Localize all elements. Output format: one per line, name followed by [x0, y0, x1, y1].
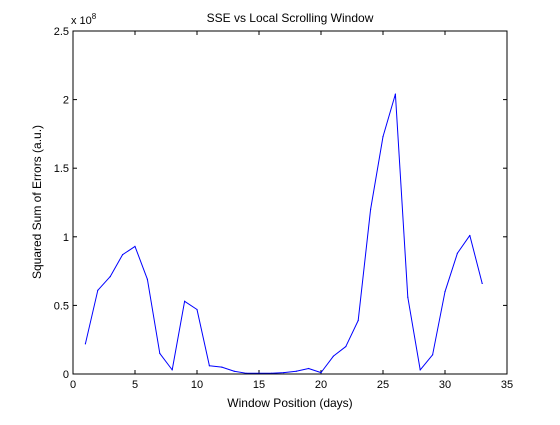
x-tick-label: 35	[501, 379, 513, 391]
x-tick-label: 20	[315, 379, 327, 391]
data-point	[419, 369, 421, 371]
y-tick-label: 2.5	[54, 26, 69, 38]
data-point	[407, 296, 409, 298]
plot-area	[73, 31, 507, 374]
x-tick-label: 15	[253, 379, 265, 391]
tick-labels: 0 5 10 15 20 25 30 35 0 0.5 1 1.5 2 2.5	[54, 26, 513, 391]
x-tick-label: 30	[439, 379, 451, 391]
y-axis-label: Squared Sum of Errors (a.u.)	[30, 125, 44, 279]
y-tick-label: 0	[63, 369, 69, 381]
data-point	[432, 354, 434, 356]
data-point	[196, 308, 198, 311]
data-point	[444, 291, 446, 293]
plot-frame	[72, 30, 508, 375]
data-point	[233, 370, 235, 372]
data-point	[84, 343, 86, 345]
data-point	[283, 372, 285, 374]
chart-title: SSE vs Local Scrolling Window	[207, 11, 374, 25]
data-point	[382, 136, 384, 138]
y-tick-label: 0.5	[54, 300, 69, 312]
x-tick-label: 0	[70, 379, 76, 391]
data-point	[394, 93, 396, 95]
data-point	[134, 245, 136, 248]
data-point	[159, 352, 161, 355]
data-point	[221, 366, 223, 368]
data-point	[97, 289, 99, 291]
x-tick-label: 10	[191, 379, 203, 391]
data-point	[320, 372, 322, 374]
y-exponent-power: 8	[92, 12, 97, 21]
data-point	[456, 252, 458, 254]
y-tick-label: 1	[63, 232, 69, 244]
y-exponent-base: x 10	[71, 15, 92, 27]
x-tick-label: 5	[132, 379, 138, 391]
data-point	[184, 300, 186, 302]
y-exponent-label: x 108	[71, 12, 97, 27]
data-point	[208, 365, 210, 367]
data-point	[308, 367, 310, 370]
x-axis-label: Window Position (days)	[227, 396, 352, 410]
y-tick-label: 1.5	[54, 163, 69, 175]
y-tick-label: 2	[63, 95, 69, 107]
series-layer	[84, 93, 483, 374]
data-point	[146, 278, 148, 280]
x-tick-label: 25	[377, 379, 389, 391]
data-point	[345, 345, 347, 348]
data-point	[370, 208, 372, 210]
data-point	[109, 275, 111, 278]
data-point	[171, 369, 173, 371]
data-point	[481, 282, 483, 285]
data-point	[295, 370, 297, 372]
data-point	[469, 234, 471, 237]
data-point	[332, 355, 334, 357]
data-point	[122, 254, 124, 256]
data-point	[357, 319, 359, 322]
